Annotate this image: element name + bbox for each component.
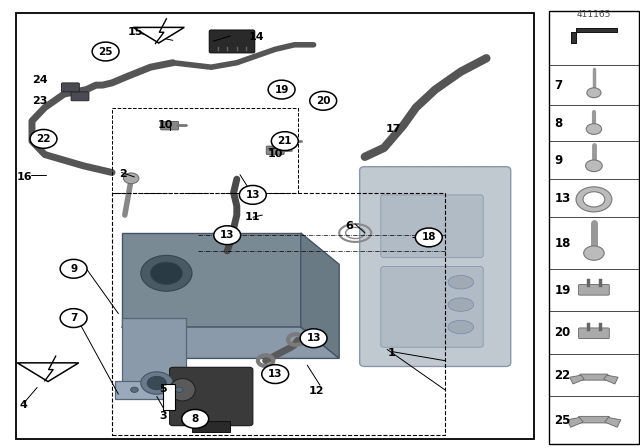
Text: 3: 3 (159, 411, 167, 421)
Circle shape (141, 372, 173, 394)
FancyBboxPatch shape (381, 195, 483, 258)
Circle shape (271, 132, 298, 151)
Text: 7: 7 (70, 313, 77, 323)
Text: 19: 19 (275, 85, 289, 95)
Text: 12: 12 (309, 386, 324, 396)
FancyBboxPatch shape (122, 318, 186, 390)
Text: 13: 13 (220, 230, 234, 240)
Circle shape (576, 187, 612, 212)
Circle shape (239, 185, 266, 204)
Text: 25: 25 (99, 47, 113, 56)
FancyBboxPatch shape (209, 30, 255, 53)
Circle shape (150, 262, 182, 284)
Circle shape (583, 192, 605, 207)
Text: 17: 17 (386, 124, 401, 134)
Text: 8: 8 (191, 414, 199, 424)
Polygon shape (301, 233, 339, 358)
Polygon shape (605, 418, 621, 427)
Text: 19: 19 (554, 284, 571, 297)
Text: 18: 18 (422, 233, 436, 242)
Text: 13: 13 (307, 333, 321, 343)
Text: 2: 2 (119, 169, 127, 179)
Text: 10: 10 (157, 121, 173, 130)
Text: 9: 9 (70, 264, 77, 274)
Text: 15: 15 (128, 27, 143, 37)
Circle shape (262, 365, 289, 383)
Circle shape (131, 387, 138, 392)
FancyBboxPatch shape (579, 416, 609, 423)
Text: 24: 24 (32, 75, 47, 85)
Circle shape (586, 124, 602, 134)
Circle shape (182, 409, 209, 428)
FancyBboxPatch shape (161, 121, 179, 130)
FancyBboxPatch shape (580, 374, 608, 380)
Ellipse shape (448, 298, 474, 311)
FancyBboxPatch shape (360, 167, 511, 366)
FancyBboxPatch shape (579, 284, 609, 295)
Circle shape (147, 376, 166, 390)
Circle shape (310, 91, 337, 110)
Text: 14: 14 (248, 32, 264, 42)
Text: 11: 11 (245, 212, 260, 222)
Polygon shape (122, 327, 339, 358)
Circle shape (415, 228, 442, 247)
Text: 7: 7 (554, 78, 563, 92)
FancyBboxPatch shape (579, 328, 609, 339)
Circle shape (214, 226, 241, 245)
Ellipse shape (448, 276, 474, 289)
Polygon shape (604, 375, 618, 384)
FancyBboxPatch shape (115, 381, 192, 399)
Circle shape (92, 42, 119, 61)
Circle shape (586, 160, 602, 172)
Circle shape (268, 80, 295, 99)
FancyBboxPatch shape (549, 11, 639, 444)
Ellipse shape (170, 379, 195, 401)
Text: 20: 20 (316, 96, 330, 106)
Circle shape (175, 387, 183, 392)
Circle shape (141, 255, 192, 291)
Text: 6: 6 (345, 221, 353, 231)
Text: 21: 21 (278, 136, 292, 146)
Ellipse shape (448, 320, 474, 334)
Text: 9: 9 (554, 154, 563, 167)
FancyBboxPatch shape (16, 13, 534, 439)
Text: 23: 23 (32, 96, 47, 106)
Polygon shape (567, 418, 583, 427)
Polygon shape (570, 375, 584, 384)
Circle shape (60, 259, 87, 278)
Polygon shape (571, 28, 617, 43)
Text: 411165: 411165 (577, 10, 611, 19)
Circle shape (584, 246, 604, 260)
Text: 1: 1 (388, 348, 396, 358)
Text: 13: 13 (554, 192, 570, 205)
FancyBboxPatch shape (71, 92, 89, 101)
FancyBboxPatch shape (276, 137, 294, 146)
Text: 18: 18 (554, 237, 571, 250)
Circle shape (587, 88, 601, 98)
Polygon shape (17, 363, 79, 382)
Text: 10: 10 (268, 149, 283, 159)
FancyBboxPatch shape (61, 83, 79, 92)
FancyBboxPatch shape (192, 421, 230, 432)
FancyBboxPatch shape (381, 267, 483, 347)
FancyBboxPatch shape (266, 146, 284, 155)
Text: 20: 20 (554, 326, 570, 339)
Text: 13: 13 (268, 369, 282, 379)
Text: 13: 13 (246, 190, 260, 200)
Circle shape (300, 329, 327, 348)
Polygon shape (133, 27, 184, 43)
Circle shape (30, 129, 57, 148)
Text: 22: 22 (36, 134, 51, 144)
FancyBboxPatch shape (163, 384, 175, 410)
FancyBboxPatch shape (122, 233, 301, 327)
Circle shape (60, 309, 87, 327)
Circle shape (124, 173, 139, 184)
Text: 8: 8 (554, 116, 563, 130)
Text: 25: 25 (554, 414, 571, 426)
Text: 22: 22 (554, 369, 570, 382)
Text: 5: 5 (159, 384, 167, 394)
FancyBboxPatch shape (170, 367, 253, 426)
Text: 16: 16 (17, 172, 32, 182)
Text: 4: 4 (20, 401, 28, 410)
